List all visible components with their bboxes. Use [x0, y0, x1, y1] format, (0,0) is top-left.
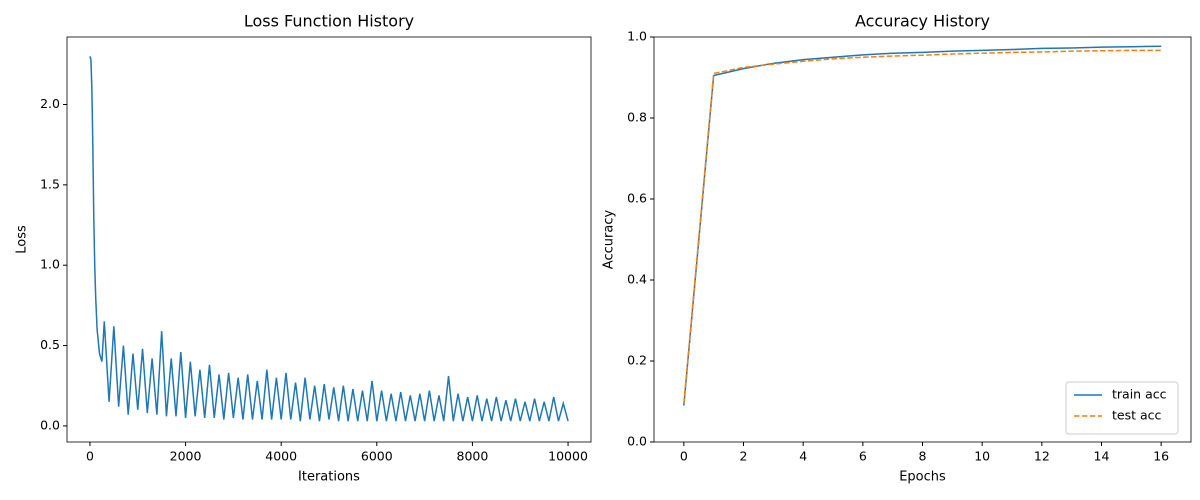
x-tick-label: 8: [919, 449, 927, 464]
x-tick-label: 16: [1153, 449, 1169, 464]
x-tick-label: 8000: [457, 449, 489, 464]
x-axis-label: Iterations: [298, 470, 360, 485]
y-tick-label: 0.8: [627, 110, 647, 125]
y-tick-label: 0.0: [40, 417, 60, 432]
axes-frame: [653, 36, 1192, 443]
legend-label: test acc: [1112, 408, 1162, 423]
x-axis-label: Epochs: [899, 470, 946, 485]
y-tick-label: 0.5: [40, 337, 60, 352]
x-tick-label: 10: [974, 449, 990, 464]
chart-title: Loss Function History: [244, 12, 414, 31]
y-tick-label: 0.6: [627, 191, 647, 206]
x-tick-label: 10000: [548, 449, 588, 464]
y-tick-label: 0.0: [627, 434, 647, 449]
y-axis-label: Accuracy: [602, 210, 617, 270]
x-tick-label: 0: [680, 449, 688, 464]
data-line: [683, 49, 1162, 404]
chart-title: Accuracy History: [855, 12, 990, 31]
x-tick-label: 2: [740, 449, 748, 464]
x-tick-label: 0: [86, 449, 94, 464]
legend-label: train acc: [1112, 387, 1167, 402]
x-tick-label: 14: [1094, 449, 1110, 464]
y-tick-label: 2.0: [40, 96, 60, 111]
x-tick-label: 4: [799, 449, 807, 464]
y-axis-label: Loss: [15, 225, 30, 254]
y-tick-label: 0.4: [627, 272, 647, 287]
y-tick-label: 0.2: [627, 353, 647, 368]
data-line: [683, 45, 1162, 406]
x-tick-label: 2000: [170, 449, 202, 464]
x-tick-label: 12: [1034, 449, 1050, 464]
y-tick-label: 1.5: [40, 176, 60, 191]
y-tick-label: 1.0: [40, 257, 60, 272]
x-tick-label: 6: [859, 449, 867, 464]
data-line: [89, 56, 569, 422]
x-tick-label: 6000: [361, 449, 393, 464]
axes-frame: [66, 36, 592, 443]
y-tick-label: 1.0: [627, 29, 647, 44]
x-tick-label: 4000: [265, 449, 297, 464]
